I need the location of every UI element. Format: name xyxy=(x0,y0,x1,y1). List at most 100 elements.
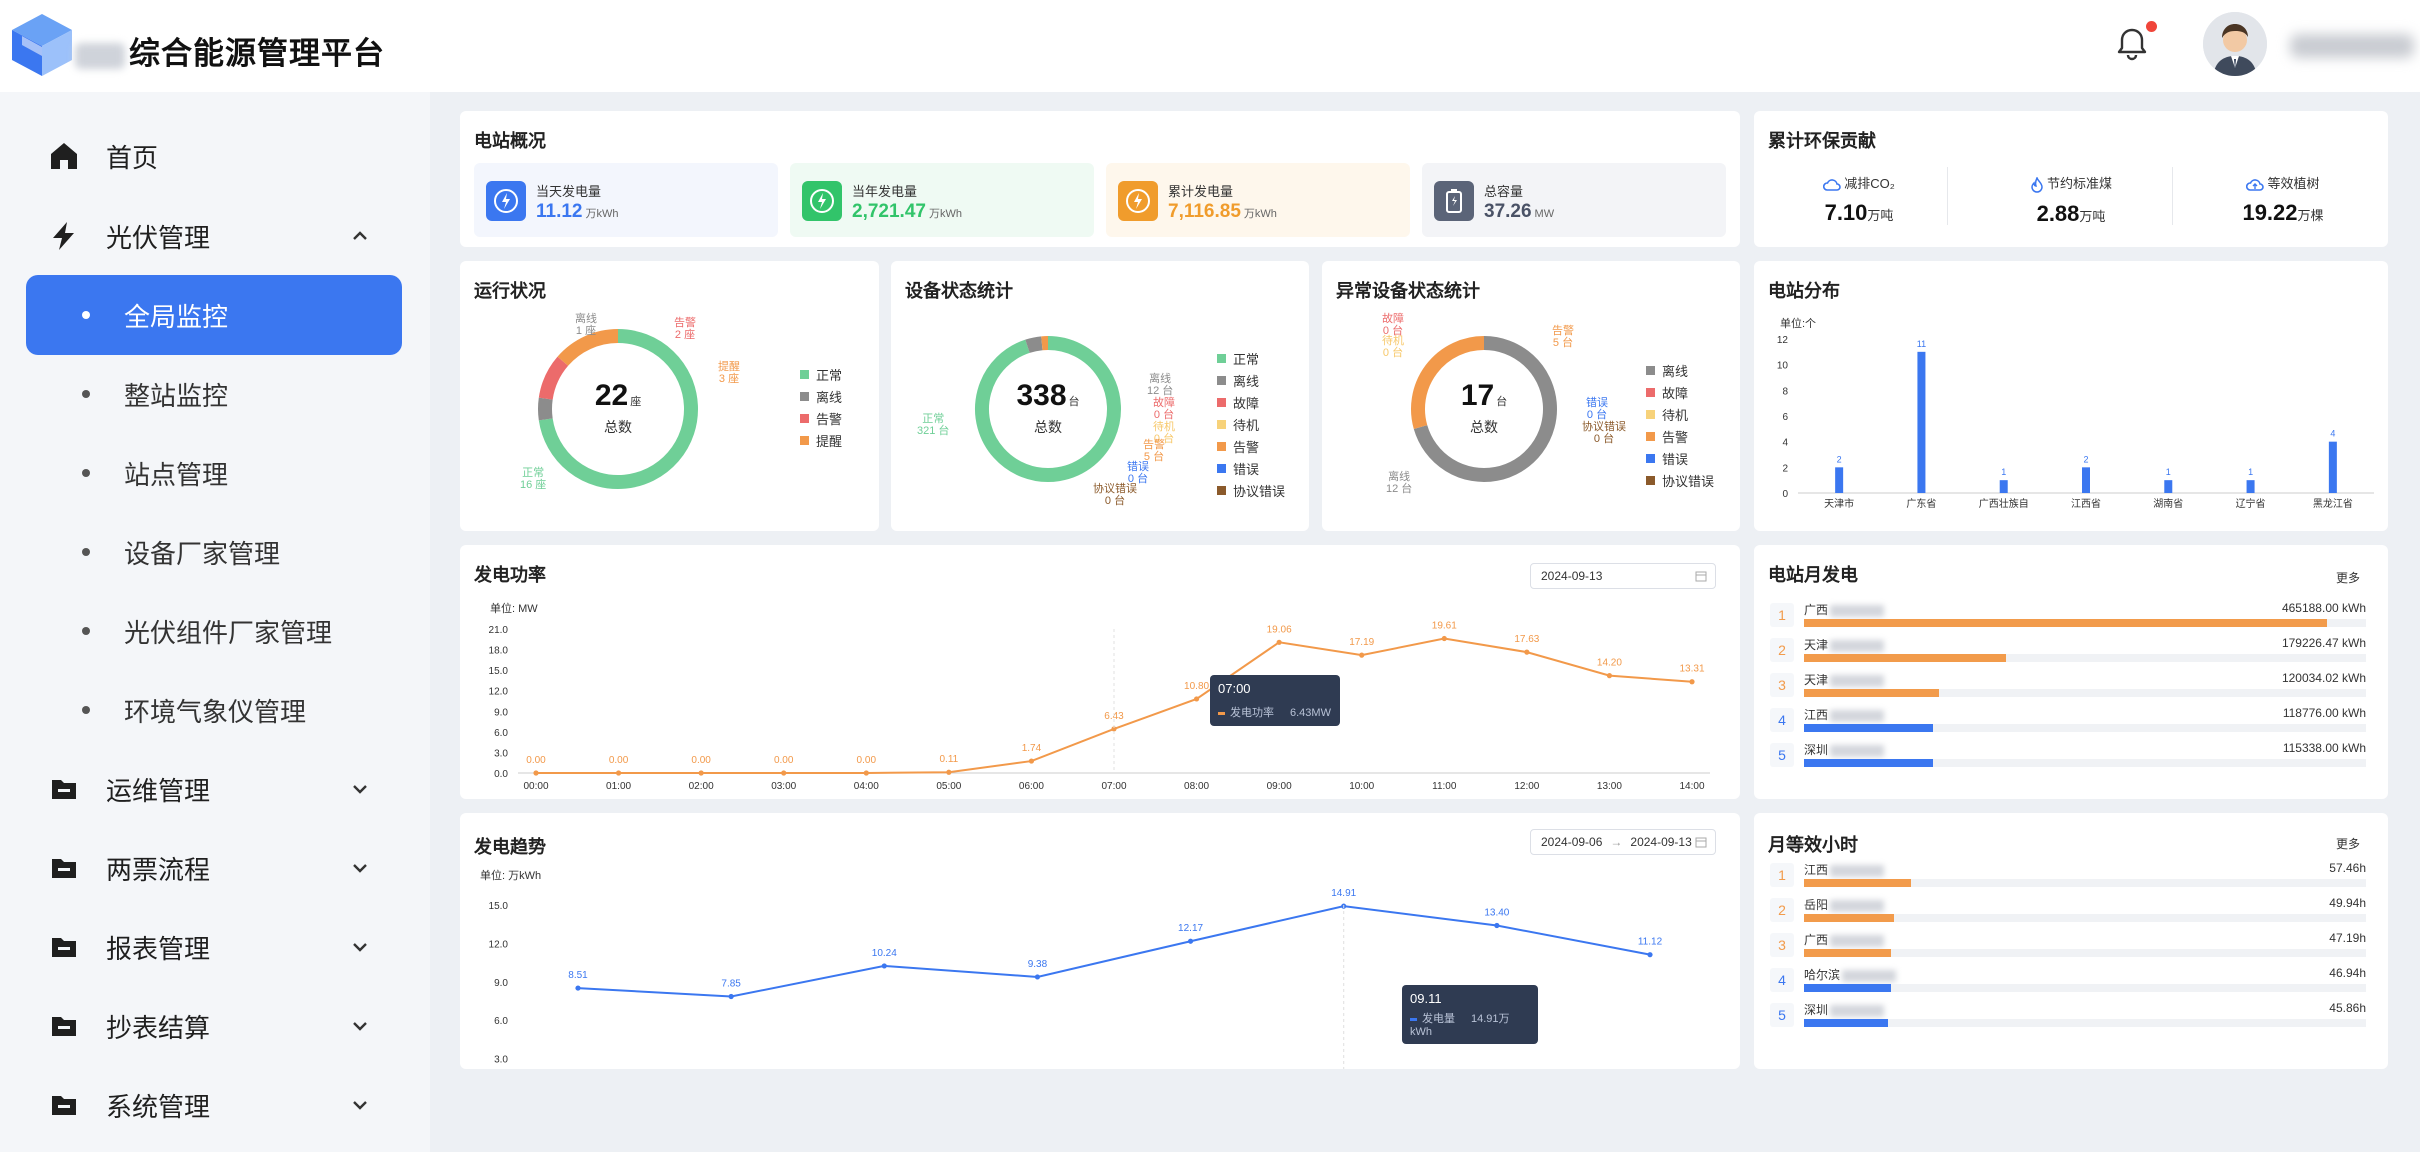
sidebar-item-home[interactable]: 首页 xyxy=(26,116,402,196)
data-point[interactable] xyxy=(1276,639,1282,645)
data-point[interactable] xyxy=(1647,952,1653,958)
legend-item[interactable]: 故障 xyxy=(1217,391,1285,413)
donut-slice-离线[interactable] xyxy=(1025,336,1043,353)
user-name-redacted[interactable] xyxy=(2290,34,2414,58)
data-point[interactable] xyxy=(781,770,787,776)
data-point[interactable] xyxy=(1111,726,1117,732)
donut-slice-正常[interactable] xyxy=(975,336,1121,482)
redacted-prefix xyxy=(75,42,125,69)
data-point[interactable] xyxy=(1441,635,1447,642)
kpi-capacity: 总容量 37.26 MW xyxy=(1422,163,1726,237)
legend-item[interactable]: 离线 xyxy=(1646,359,1714,381)
sidebar-subitem-weather-station[interactable]: 环境气象仪管理 xyxy=(26,670,402,750)
ranking-row[interactable]: 2 天津 179226.47 kWh xyxy=(1770,636,2366,666)
device-status-donut[interactable] xyxy=(968,329,1128,489)
legend-item[interactable]: 待机 xyxy=(1217,413,1285,435)
legend-item[interactable]: 故障 xyxy=(1646,381,1714,403)
bar-广西壮族自[interactable] xyxy=(1999,480,2008,493)
env-trees: 等效植树 19.22万棵 xyxy=(2178,173,2388,226)
legend-item[interactable]: 协议错误 xyxy=(1217,479,1285,501)
bar-广东省[interactable] xyxy=(1917,351,1926,493)
bar-天津市[interactable] xyxy=(1835,467,1844,493)
kpi-today-energy: 当天发电量 11.12 万kWh xyxy=(474,163,778,237)
bar-江西省[interactable] xyxy=(2082,467,2090,493)
sidebar-subitem-device-vendor[interactable]: 设备厂家管理 xyxy=(26,512,402,592)
sidebar-subitem-module-vendor[interactable]: 光伏组件厂家管理 xyxy=(26,591,402,671)
donut-slice-正常[interactable] xyxy=(538,329,698,489)
legend-item[interactable]: 待机 xyxy=(1646,403,1714,425)
data-point[interactable] xyxy=(575,985,581,991)
bar-辽宁省[interactable] xyxy=(2246,480,2255,493)
legend-item[interactable]: 正常 xyxy=(1217,347,1285,369)
power-line-chart[interactable]: 0.0 3.0 6.0 9.0 12.0 15.0 18.0 21.0 0.00 00:00 0.0… xyxy=(460,605,1740,799)
data-point[interactable] xyxy=(1524,649,1530,655)
legend-item[interactable]: 错误 xyxy=(1217,457,1285,479)
sidebar-item-ops[interactable]: 运维管理 xyxy=(26,749,402,829)
sidebar-item-label: 首页 xyxy=(106,142,159,173)
more-link[interactable]: 更多 xyxy=(2335,837,2360,851)
sidebar-subitem-global-monitor[interactable]: 全局监控 xyxy=(26,275,402,355)
ranking-row[interactable]: 1 广西 465188.00 kWh xyxy=(1770,601,2366,631)
station-distribution-bar-chart[interactable]: 0 2 4 6 8 10 12 2 天津市 11 广东省 1 广西壮族自 2 江西省 1 湖南省 1 辽宁省 4 黑龙江… xyxy=(1754,325,2388,531)
slice-label-protocol-error: 协议错误 0 台 xyxy=(1093,483,1137,507)
trend-line-chart[interactable]: 0.03.06.09.012.015.08.5109.067.8509.0710… xyxy=(460,873,1740,1069)
run-status-donut[interactable] xyxy=(528,319,708,499)
data-point[interactable] xyxy=(615,770,622,776)
data-point[interactable] xyxy=(1689,679,1695,685)
ranking-row[interactable]: 5 深圳 115338.00 kWh xyxy=(1770,741,2366,771)
donut-slice-告警[interactable] xyxy=(1411,336,1485,429)
donut-slice-离线[interactable] xyxy=(538,397,553,421)
legend-item[interactable]: 告警 xyxy=(1646,425,1714,447)
sidebar-item-reports[interactable]: 报表管理 xyxy=(26,907,402,987)
legend-item[interactable]: 提醒 xyxy=(800,429,842,451)
ranking-row[interactable]: 4 江西 118776.00 kWh xyxy=(1770,706,2366,736)
sidebar-item-tickets[interactable]: 两票流程 xyxy=(26,828,402,908)
data-point[interactable] xyxy=(1187,938,1194,944)
ranking-row[interactable]: 5 深圳 45.86h xyxy=(1770,1001,2366,1031)
legend-item[interactable]: 协议错误 xyxy=(1646,469,1714,491)
legend-item[interactable]: 正常 xyxy=(800,363,842,385)
legend-item[interactable]: 离线 xyxy=(800,385,842,407)
data-point[interactable] xyxy=(533,770,539,776)
ranking-row[interactable]: 2 岳阳 49.94h xyxy=(1770,896,2366,926)
notification-bell-icon[interactable] xyxy=(2112,24,2152,64)
sidebar-subitem-station-monitor[interactable]: 整站监控 xyxy=(26,354,402,434)
kpi-value: 7,116.85 万kWh xyxy=(1168,201,1277,222)
ranking-row[interactable]: 3 天津 120034.02 kWh xyxy=(1770,671,2366,701)
env-value: 2.88万吨 xyxy=(2036,200,2106,226)
data-point[interactable] xyxy=(728,993,734,1000)
power-date-picker[interactable]: 2024-09-13 xyxy=(1530,563,1716,589)
more-link[interactable]: 更多 xyxy=(2335,571,2360,585)
data-point[interactable] xyxy=(946,769,952,775)
abnormal-device-donut[interactable] xyxy=(1404,329,1564,489)
bar-黑龙江省[interactable] xyxy=(2328,441,2337,493)
trend-date-range-picker[interactable]: 2024-09-06 → 2024-09-13 xyxy=(1530,829,1716,855)
data-point[interactable] xyxy=(1494,922,1500,929)
sidebar-item-pv[interactable]: 光伏管理 xyxy=(26,196,402,276)
data-point[interactable] xyxy=(1606,673,1613,679)
legend-item[interactable]: 错误 xyxy=(1646,447,1714,469)
sidebar-subitem-site-management[interactable]: 站点管理 xyxy=(26,433,402,513)
user-avatar[interactable] xyxy=(2203,12,2267,76)
ranking-row[interactable]: 1 江西 57.46h xyxy=(1770,861,2366,891)
bar-湖南省[interactable] xyxy=(2164,480,2173,493)
sidebar-item-settlement[interactable]: 抄表结算 xyxy=(26,986,402,1066)
data-point[interactable] xyxy=(698,770,704,776)
sidebar-item-system[interactable]: 系统管理 xyxy=(26,1065,402,1145)
date-end: 2024-09-13 xyxy=(1630,835,1692,849)
donut-slice-提醒[interactable] xyxy=(557,329,619,366)
data-point[interactable] xyxy=(881,963,887,969)
data-point[interactable] xyxy=(863,770,869,776)
legend-item[interactable]: 告警 xyxy=(800,407,842,429)
lightning-icon xyxy=(53,222,74,250)
data-point[interactable] xyxy=(1034,974,1041,980)
donut-slice-离线[interactable] xyxy=(1413,336,1557,482)
ranking-row[interactable]: 3 广西 47.19h xyxy=(1770,931,2366,961)
data-point[interactable] xyxy=(1193,696,1200,702)
donut-slice-告警[interactable] xyxy=(538,356,569,400)
data-point[interactable] xyxy=(1359,652,1365,658)
data-point[interactable] xyxy=(1028,758,1035,764)
legend-item[interactable]: 离线 xyxy=(1217,369,1285,391)
ranking-row[interactable]: 4 哈尔滨 46.94h xyxy=(1770,966,2366,996)
legend-item[interactable]: 告警 xyxy=(1217,435,1285,457)
